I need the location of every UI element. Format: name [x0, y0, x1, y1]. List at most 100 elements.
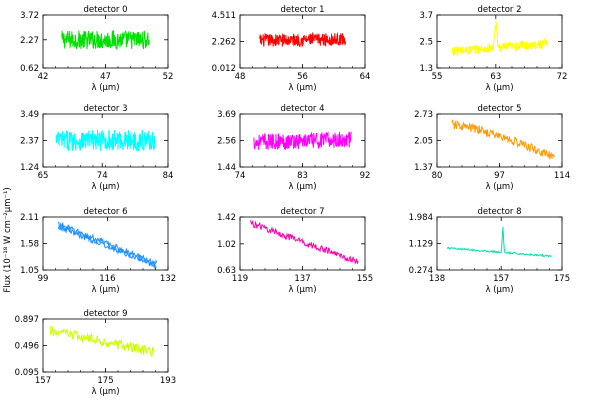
x-axis-label: λ (μm) — [91, 182, 119, 192]
x-tick-label: 157 — [493, 274, 509, 284]
series-line — [451, 21, 548, 57]
y-tick-label: 1.58 — [20, 240, 39, 250]
x-tick-label: 114 — [554, 171, 570, 181]
y-tick-label: 0.62 — [20, 64, 39, 74]
y-tick-label: 1.05 — [20, 266, 39, 276]
panel-title: detector 6 — [84, 207, 128, 217]
x-tick-label: 97 — [494, 171, 505, 181]
x-tick-label: 92 — [360, 171, 371, 181]
panel-title: detector 9 — [84, 309, 128, 319]
x-tick-label: 155 — [357, 274, 373, 284]
y-tick-label: 1.129 — [409, 240, 433, 250]
series-line — [249, 219, 359, 265]
panel-detector-6: detector 6 99 116 132 1.05 1.58 2.11 λ (μm) — [20, 207, 176, 295]
x-tick-label: 72 — [557, 72, 568, 82]
x-tick-label: 175 — [554, 274, 570, 284]
y-tick-label: 2.27 — [20, 36, 39, 46]
y-tick-label: 3.49 — [20, 110, 39, 120]
panel-detector-3: detector 3 65 74 84 1.24 2.37 3.49 λ (μm) — [20, 104, 173, 192]
x-tick-label: 74 — [235, 171, 246, 181]
series-line — [61, 29, 150, 51]
x-tick-label: 84 — [163, 171, 174, 181]
y-tick-label: 1.02 — [217, 240, 236, 250]
y-tick-label: 2.11 — [20, 213, 39, 223]
y-tick-label: 2.05 — [414, 137, 433, 147]
figure-y-axis-label: Flux (10⁻¹⁸ W cm⁻²μm⁻¹) — [3, 187, 13, 292]
y-tick-label: 2.73 — [414, 110, 433, 120]
x-tick-label: 116 — [99, 274, 115, 284]
x-tick-label: 138 — [429, 274, 445, 284]
x-axis-label: λ (μm) — [485, 285, 513, 295]
x-tick-label: 157 — [35, 376, 51, 386]
x-tick-label: 119 — [232, 274, 248, 284]
x-axis-label: λ (μm) — [288, 182, 316, 192]
y-tick-label: 0.63 — [217, 266, 236, 276]
y-tick-label: 0.897 — [15, 315, 39, 325]
panel-title: detector 2 — [478, 5, 522, 15]
y-tick-label: 1.24 — [20, 163, 39, 173]
x-tick-label: 65 — [38, 171, 49, 181]
series-line — [57, 225, 157, 270]
y-tick-label: 1.984 — [409, 213, 433, 223]
panels-group: detector 042 47 520.622.273.72λ (μm)detect… — [15, 5, 570, 397]
plot-frame — [436, 14, 563, 69]
x-tick-label: 193 — [160, 376, 176, 386]
y-tick-label: 0.012 — [212, 64, 236, 74]
series-line — [259, 31, 346, 48]
y-tick-label: 2.37 — [20, 136, 39, 146]
series-line — [451, 118, 555, 160]
x-tick-label: 63 — [490, 72, 501, 82]
panel-title: detector 4 — [281, 104, 325, 114]
y-tick-label: 1.42 — [217, 213, 236, 223]
series-line — [55, 129, 156, 151]
panel-detector-8: detector 8 138 157 175 0.274 1.129 1.984 λ (μm) — [409, 207, 570, 295]
y-tick-label: 4.511 — [212, 11, 236, 21]
x-axis-label: λ (μm) — [91, 285, 119, 295]
x-axis-label: λ (μm) — [91, 83, 119, 93]
y-tick-label: 0.274 — [409, 266, 433, 276]
panel-title: detector 0 — [84, 5, 128, 15]
x-tick-label: 64 — [360, 72, 371, 82]
y-tick-label: 1.44 — [217, 163, 236, 173]
panel-detector-7: detector 7 119 137 155 0.63 1.02 1.42 λ (μm) — [217, 207, 373, 295]
x-tick-label: 55 — [432, 72, 443, 82]
x-tick-label: 48 — [235, 72, 246, 82]
panel-detector-5: detector 5 80 97 114 1.37 2.05 2.73 λ (μm) — [414, 104, 570, 192]
panel-title: detector 5 — [478, 104, 522, 114]
x-tick-label: 56 — [297, 72, 308, 82]
y-tick-label: 3.7 — [419, 11, 433, 21]
x-tick-label: 137 — [294, 274, 310, 284]
x-tick-label: 175 — [97, 376, 113, 386]
x-tick-label: 80 — [432, 171, 443, 181]
panel-detector-2: detector 2 55 63 72 1.3 2.5 3.7 λ (μm) — [419, 5, 567, 93]
panel-title: detector 8 — [478, 207, 522, 217]
x-tick-label: 74 — [97, 171, 108, 181]
y-tick-label: 1.37 — [414, 163, 433, 173]
plot-frame — [42, 318, 169, 373]
panel-title: detector 1 — [281, 5, 325, 15]
x-axis-label: λ (μm) — [485, 182, 513, 192]
y-tick-label: 0.496 — [15, 342, 39, 352]
y-tick-label: 0.095 — [15, 368, 39, 378]
y-tick-label: 3.69 — [217, 110, 236, 120]
series-line — [446, 226, 552, 258]
panel-title: detector 3 — [84, 104, 128, 114]
x-axis-label: λ (μm) — [288, 83, 316, 93]
panel-detector-4: detector 4 74 83 92 1.44 2.56 3.69 λ (μm) — [217, 104, 370, 192]
x-tick-label: 42 — [38, 72, 49, 82]
panel-detector-1: detector 1 48 56 64 0.012 2.262 4.511 λ (μm) — [212, 5, 371, 93]
panel-detector-0: detector 0 42 47 52 0.62 2.27 3.72 λ (μm) — [20, 5, 173, 93]
x-tick-label: 47 — [100, 72, 111, 82]
y-tick-label: 2.56 — [217, 137, 236, 147]
series-line — [253, 131, 352, 151]
panel-title: detector 7 — [281, 207, 325, 217]
x-axis-label: λ (μm) — [288, 285, 316, 295]
x-tick-label: 99 — [38, 274, 49, 284]
x-tick-label: 83 — [297, 171, 308, 181]
series-line — [49, 325, 155, 357]
panel-detector-9: detector 9 157 175 193 0.095 0.496 0.897 λ (μm) — [15, 309, 176, 397]
y-tick-label: 2.262 — [212, 37, 236, 47]
y-tick-label: 1.3 — [419, 64, 433, 74]
x-axis-label: λ (μm) — [485, 83, 513, 93]
